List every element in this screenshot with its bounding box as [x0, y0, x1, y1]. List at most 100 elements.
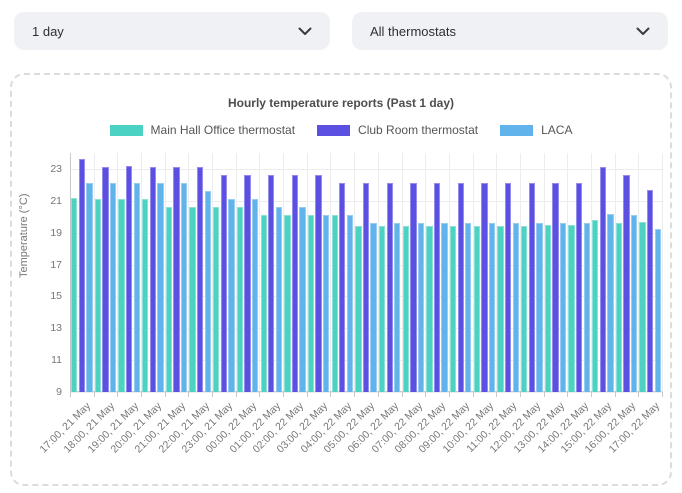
- chevron-down-icon: [298, 27, 312, 36]
- x-axis-tick: [164, 392, 166, 397]
- bar-main-hall: [213, 207, 220, 392]
- bar-laca: [465, 223, 472, 392]
- bar-laca: [346, 215, 354, 392]
- y-tick-label: 11: [51, 354, 62, 367]
- x-axis-tick: [472, 392, 474, 397]
- bar-laca: [157, 183, 164, 392]
- bar-main-hall: [189, 207, 196, 392]
- bar-main-hall: [284, 215, 291, 392]
- bar-club-room: [457, 183, 464, 392]
- bar-main-hall: [521, 226, 528, 392]
- bar-club-room: [339, 183, 346, 392]
- bar-main-hall: [449, 226, 457, 392]
- bar-main-hall: [307, 215, 315, 392]
- bar-laca: [488, 223, 496, 392]
- gridline-vertical: [330, 153, 332, 392]
- bar-club-room: [244, 175, 251, 392]
- bar-club-room: [552, 183, 559, 392]
- gridline-vertical: [283, 153, 285, 392]
- x-axis-tick: [212, 392, 214, 397]
- bar-club-room: [433, 183, 441, 392]
- y-tick-label: 13: [50, 322, 62, 335]
- x-axis-tick: [401, 392, 403, 397]
- gridline-vertical: [590, 153, 592, 392]
- legend-label-club-room: Club Room thermostat: [358, 123, 479, 137]
- gridline-vertical: [377, 153, 379, 392]
- chart-card: Hourly temperature reports (Past 1 day) …: [10, 73, 672, 486]
- gridline-horizontal: [70, 168, 662, 170]
- y-tick-label: 23: [50, 162, 62, 175]
- gridline-vertical: [141, 153, 143, 392]
- gridline-vertical: [212, 153, 214, 392]
- x-axis-tick: [70, 392, 71, 397]
- x-axis-tick: [235, 392, 237, 397]
- bar-laca: [323, 215, 330, 392]
- gridline-vertical: [117, 153, 119, 392]
- bar-main-hall: [473, 226, 480, 392]
- bar-laca: [583, 223, 590, 392]
- bar-laca: [86, 183, 93, 392]
- x-axis-tick: [590, 392, 592, 397]
- bar-laca: [133, 183, 140, 392]
- bar-laca: [204, 191, 211, 392]
- bar-laca: [630, 215, 638, 392]
- legend-label-main-hall: Main Hall Office thermostat: [150, 123, 296, 137]
- gridline-vertical: [164, 153, 166, 392]
- x-axis-tick: [567, 392, 569, 397]
- x-axis-tick: [330, 392, 332, 397]
- legend-swatch-club-room: [317, 124, 351, 136]
- gridline-vertical: [93, 153, 95, 392]
- bar-club-room: [102, 167, 109, 392]
- bar-club-room: [481, 183, 488, 392]
- y-tick-label: 9: [56, 386, 62, 398]
- bar-main-hall: [165, 207, 173, 392]
- gridline-vertical: [401, 153, 403, 392]
- legend-item-club-room[interactable]: Club Room thermostat: [317, 123, 478, 137]
- bar-club-room: [268, 175, 275, 392]
- bar-laca: [370, 223, 377, 392]
- gridline-vertical: [259, 153, 261, 392]
- bar-laca: [299, 207, 306, 392]
- bar-chart-plot-area: 9 11 13 15 17 19 21 23 17:00, 21 May 18:00, 21 Ma…: [38, 153, 663, 456]
- bar-main-hall: [260, 215, 267, 392]
- bar-laca: [654, 229, 661, 392]
- legend-item-main-hall[interactable]: Main Hall Office thermostat: [109, 123, 296, 137]
- bar-main-hall: [331, 215, 338, 392]
- x-axis-tick: [354, 392, 356, 397]
- gridline-horizontal: [70, 392, 662, 393]
- bar-club-room: [386, 183, 393, 392]
- gridline-vertical: [662, 153, 663, 392]
- gridline-vertical: [425, 153, 427, 392]
- bar-main-hall: [142, 199, 149, 392]
- bar-main-hall: [118, 199, 125, 392]
- thermostat-select[interactable]: All thermostats: [352, 12, 668, 50]
- period-select[interactable]: 1 day: [14, 12, 330, 50]
- bar-laca: [417, 223, 425, 392]
- chart-legend: Main Hall Office thermostat Club Room th…: [12, 123, 670, 137]
- bar-club-room: [173, 167, 180, 392]
- bar-main-hall: [497, 226, 504, 392]
- bar-club-room: [78, 159, 85, 392]
- legend-item-laca[interactable]: LACA: [500, 123, 572, 137]
- bar-club-room: [504, 183, 512, 392]
- y-tick-label: 19: [50, 226, 62, 239]
- bar-main-hall: [426, 226, 433, 392]
- x-axis-tick: [638, 392, 640, 397]
- bar-club-room: [575, 183, 583, 392]
- gridline-vertical: [188, 153, 190, 392]
- bar-club-room: [197, 167, 204, 392]
- legend-label-laca: LACA: [541, 123, 573, 137]
- gridline-vertical: [638, 153, 640, 392]
- gridline-vertical: [472, 153, 474, 392]
- bar-laca: [536, 223, 543, 392]
- x-axis-tick: [283, 392, 285, 397]
- bar-laca: [228, 199, 235, 392]
- bar-club-room: [149, 167, 157, 392]
- bar-laca: [607, 213, 614, 392]
- gridline-vertical: [354, 153, 356, 392]
- x-axis-tick: [306, 392, 308, 397]
- bar-main-hall: [639, 221, 646, 392]
- bar-main-hall: [378, 226, 386, 392]
- thermostat-select-value: All thermostats: [370, 23, 456, 39]
- bar-laca: [394, 223, 401, 392]
